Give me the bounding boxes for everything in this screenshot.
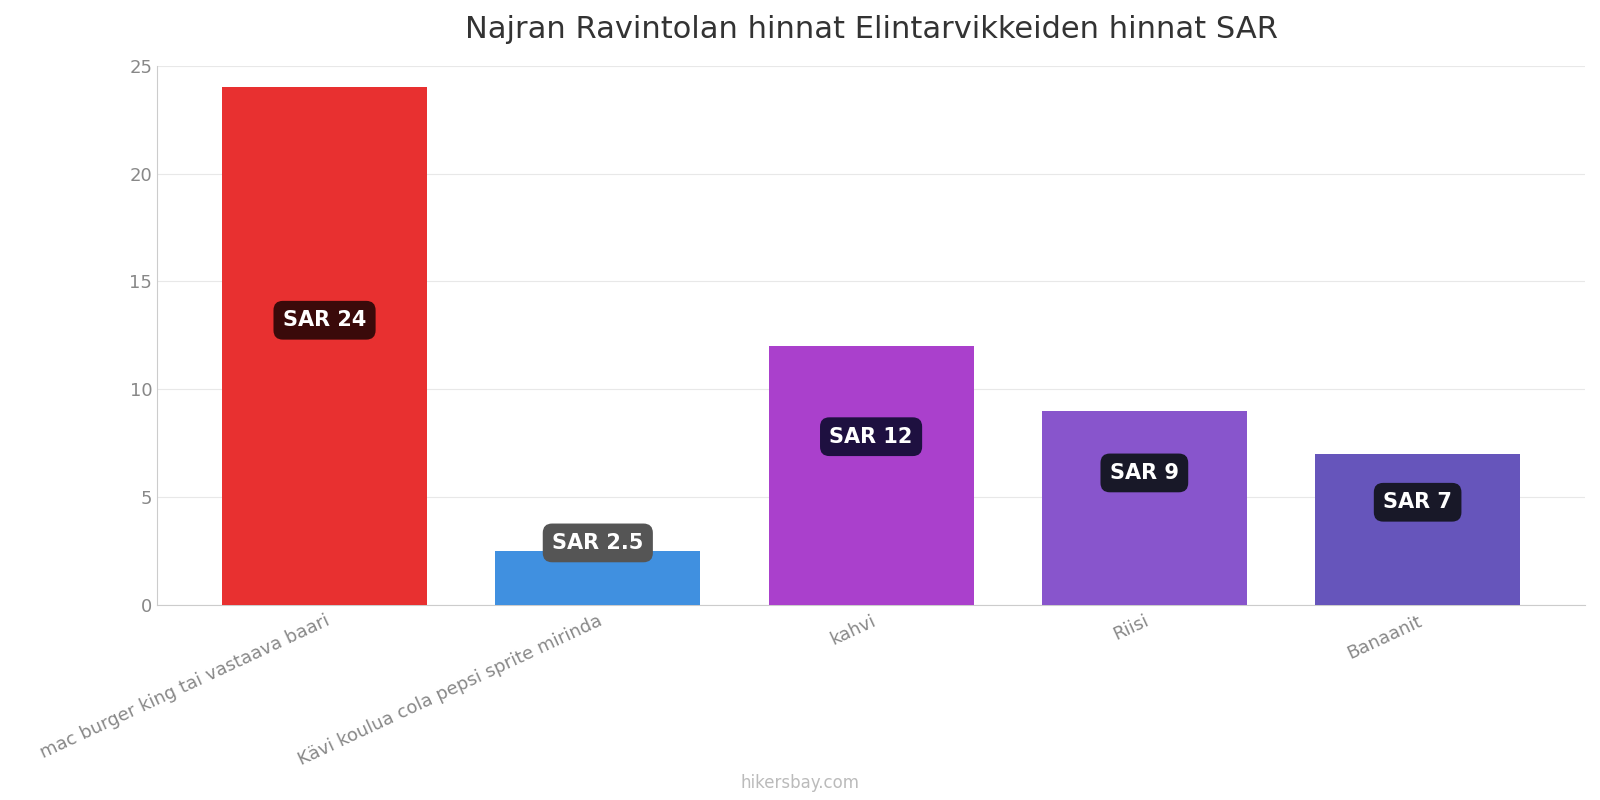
Bar (1315, 454, 1520, 605)
Title: Najran Ravintolan hinnat Elintarvikkeiden hinnat SAR: Najran Ravintolan hinnat Elintarvikkeide… (464, 15, 1277, 44)
Text: SAR 24: SAR 24 (283, 310, 366, 330)
Text: SAR 7: SAR 7 (1382, 492, 1453, 512)
Text: SAR 12: SAR 12 (829, 426, 912, 446)
Bar (1042, 411, 1246, 605)
Bar (768, 346, 973, 605)
Bar (496, 551, 701, 605)
Bar (222, 87, 427, 605)
Text: hikersbay.com: hikersbay.com (741, 774, 859, 792)
Text: SAR 2.5: SAR 2.5 (552, 533, 643, 553)
Text: SAR 9: SAR 9 (1110, 463, 1179, 483)
